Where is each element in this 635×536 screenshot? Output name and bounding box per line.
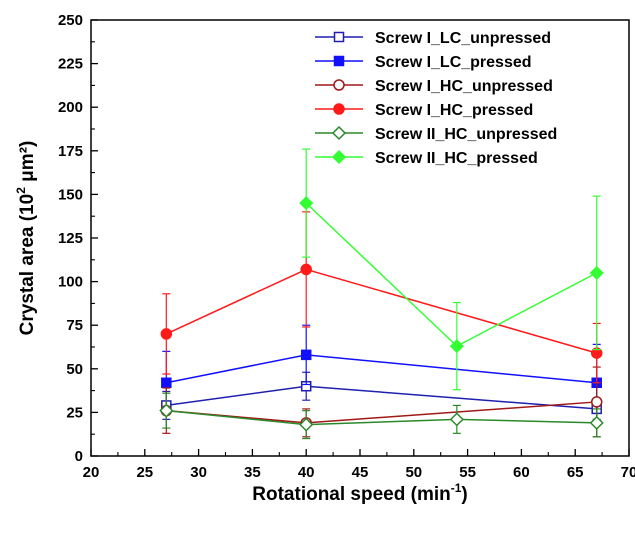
x-axis-title-close: ) (461, 484, 467, 505)
x-axis-title: Rotational speed (min-1) (252, 481, 467, 505)
legend: Screw I_LC_unpressed Screw I_LC_pressed Sc… (315, 30, 557, 167)
legend-item: Screw I_LC_pressed (315, 54, 532, 71)
data-point (159, 403, 174, 418)
data-point (299, 196, 314, 211)
x-tick-label: 25 (136, 464, 153, 481)
series-line (166, 268, 597, 354)
x-tick-label: 20 (83, 464, 100, 481)
y-axis-title: Crystal area (102 μm²) (14, 141, 38, 336)
legend-marker (331, 125, 347, 141)
y-tick-label: 125 (58, 230, 83, 247)
y-tick-label: 175 (58, 143, 83, 160)
legend-item: Screw II_HC_pressed (315, 149, 538, 167)
y-tick-labels: 0 25 50 75 100 125 150 175 200 225 250 (58, 12, 83, 465)
data-point (299, 417, 314, 432)
legend-marker (333, 103, 345, 115)
legend-label: Screw II_HC_pressed (375, 150, 538, 167)
y-tick-label: 225 (58, 56, 83, 73)
x-tick-label: 40 (298, 464, 315, 481)
data-point (449, 412, 464, 427)
series-5 (159, 392, 604, 440)
series-layer (159, 148, 604, 440)
x-tick-label: 60 (513, 464, 530, 481)
x-axis-title-sup: -1 (451, 481, 462, 495)
series-6 (299, 148, 604, 391)
series-1 (161, 371, 602, 420)
data-point (589, 415, 604, 430)
legend-item: Screw II_HC_unpressed (315, 125, 557, 143)
data-point (449, 339, 464, 354)
x-tick-labels: 20 25 30 35 40 45 50 55 60 65 70 (83, 464, 635, 481)
legend-marker (331, 149, 347, 165)
series-4 (160, 211, 603, 384)
x-tick-label: 55 (459, 464, 476, 481)
series-line (166, 409, 597, 426)
series-line (166, 401, 597, 424)
series-line (166, 385, 597, 410)
data-point (161, 377, 172, 389)
x-tick-label: 35 (244, 464, 261, 481)
data-point (589, 265, 604, 280)
legend-label: Screw II_HC_unpressed (375, 126, 557, 143)
legend-label: Screw I_HC_pressed (375, 102, 533, 119)
legend-label: Screw I_LC_pressed (375, 54, 532, 71)
legend-marker (333, 31, 345, 43)
legend-marker (333, 55, 345, 67)
legend-label: Screw I_HC_unpressed (375, 78, 553, 95)
series-line (305, 202, 598, 348)
y-tick-label: 200 (58, 99, 83, 116)
legend-item: Screw I_LC_unpressed (315, 30, 551, 47)
y-tick-label: 250 (58, 12, 83, 29)
y-tick-label: 150 (58, 186, 83, 203)
legend-item: Screw I_HC_pressed (315, 102, 533, 119)
y-axis-title-unit: μm²) (17, 141, 38, 187)
legend-item: Screw I_HC_unpressed (315, 78, 553, 95)
x-tick-label: 50 (405, 464, 422, 481)
data-point (300, 349, 312, 361)
x-tick-label: 30 (190, 464, 207, 481)
series-line (166, 354, 597, 384)
x-tick-label: 70 (621, 464, 635, 481)
y-axis-title-sup: 2 (14, 187, 28, 194)
y-tick-label: 100 (58, 274, 83, 291)
x-tick-label: 65 (567, 464, 584, 481)
x-tick-label: 45 (352, 464, 369, 481)
y-tick-label: 25 (66, 404, 83, 421)
data-point (160, 328, 173, 340)
axis-ticks (90, 19, 630, 457)
y-tick-label: 75 (66, 317, 83, 334)
data-point (300, 263, 312, 276)
legend-label: Screw I_LC_unpressed (375, 30, 551, 47)
legend-marker (333, 79, 345, 91)
data-point (590, 396, 603, 408)
y-tick-label: 50 (66, 361, 83, 378)
y-tick-label: 0 (75, 448, 83, 465)
